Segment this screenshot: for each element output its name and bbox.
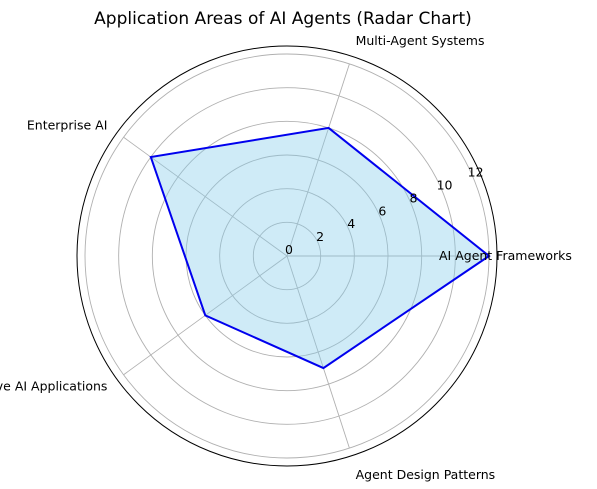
chart-title: Application Areas of AI Agents (Radar Ch… <box>94 9 472 29</box>
tick-label-2: 2 <box>316 229 324 244</box>
category-label-generative-ai-applications: Generative AI Applications <box>0 378 107 393</box>
tick-label-6: 6 <box>378 203 386 218</box>
tick-label-8: 8 <box>409 190 417 205</box>
category-label-multi-agent-systems: Multi-Agent Systems <box>356 33 485 48</box>
tick-label-12: 12 <box>468 165 484 180</box>
tick-label-10: 10 <box>437 178 453 193</box>
category-label-agent-design-patterns: Agent Design Patterns <box>356 467 496 482</box>
category-label-enterprise-ai: Enterprise AI <box>27 118 108 133</box>
tick-label-0: 0 <box>285 242 293 257</box>
tick-label-4: 4 <box>347 216 355 231</box>
category-label-ai-agent-frameworks: AI Agent Frameworks <box>439 248 572 263</box>
